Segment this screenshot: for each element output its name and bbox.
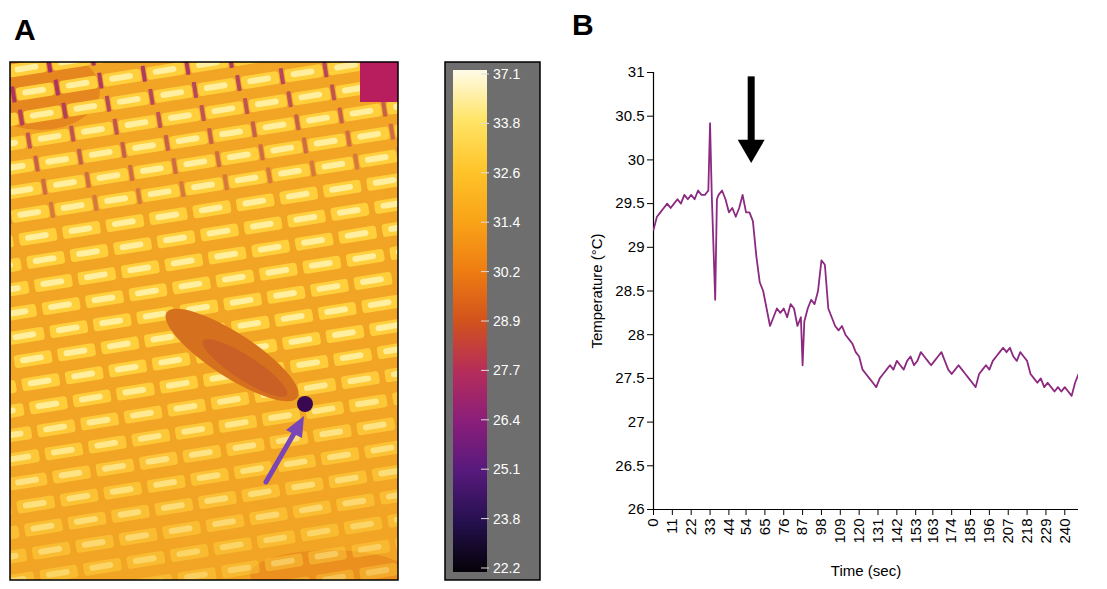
svg-text:A: A <box>14 13 36 46</box>
svg-text:22: 22 <box>682 519 699 536</box>
svg-text:229: 229 <box>1037 519 1054 544</box>
svg-text:11: 11 <box>663 519 680 535</box>
svg-text:31: 31 <box>628 63 645 80</box>
svg-text:28.9: 28.9 <box>493 313 520 329</box>
svg-text:87: 87 <box>793 519 810 536</box>
svg-text:27.7: 27.7 <box>493 362 520 378</box>
svg-text:32.6: 32.6 <box>493 165 520 181</box>
svg-text:28.5: 28.5 <box>615 282 644 299</box>
svg-text:174: 174 <box>942 519 959 544</box>
svg-text:23.8: 23.8 <box>493 511 520 527</box>
svg-text:54: 54 <box>737 519 754 536</box>
svg-text:33: 33 <box>701 519 718 536</box>
svg-text:142: 142 <box>888 519 905 544</box>
svg-text:37.1: 37.1 <box>493 66 520 82</box>
svg-text:240: 240 <box>1056 519 1073 544</box>
svg-text:207: 207 <box>999 519 1016 544</box>
svg-text:153: 153 <box>906 519 923 544</box>
svg-text:30.5: 30.5 <box>615 107 644 124</box>
svg-text:22.2: 22.2 <box>493 560 520 576</box>
svg-text:120: 120 <box>850 519 867 544</box>
svg-text:218: 218 <box>1018 519 1035 544</box>
svg-text:26.5: 26.5 <box>615 457 644 474</box>
svg-text:27: 27 <box>628 413 645 430</box>
svg-text:109: 109 <box>831 519 848 544</box>
svg-text:131: 131 <box>869 519 886 544</box>
svg-text:26: 26 <box>628 500 645 517</box>
svg-text:28: 28 <box>628 326 645 343</box>
svg-text:185: 185 <box>961 519 978 544</box>
svg-text:27.5: 27.5 <box>615 369 644 386</box>
svg-text:29.5: 29.5 <box>615 194 644 211</box>
svg-text:44: 44 <box>720 519 737 536</box>
svg-text:26.4: 26.4 <box>493 412 520 428</box>
svg-text:Time (sec): Time (sec) <box>831 562 901 579</box>
svg-text:25.1: 25.1 <box>493 461 520 477</box>
svg-text:65: 65 <box>756 519 773 536</box>
svg-text:29: 29 <box>628 238 645 255</box>
svg-text:0: 0 <box>644 519 661 527</box>
svg-text:30: 30 <box>628 151 645 168</box>
svg-text:30.2: 30.2 <box>493 264 520 280</box>
svg-text:76: 76 <box>775 519 792 536</box>
svg-text:Temperature (°C): Temperature (°C) <box>588 233 605 348</box>
svg-text:33.8: 33.8 <box>493 115 520 131</box>
html-text:B: B <box>572 8 594 41</box>
svg-text:196: 196 <box>980 519 997 544</box>
svg-text:98: 98 <box>812 519 829 536</box>
svg-text:31.4: 31.4 <box>493 214 520 230</box>
svg-text:163: 163 <box>924 519 941 544</box>
